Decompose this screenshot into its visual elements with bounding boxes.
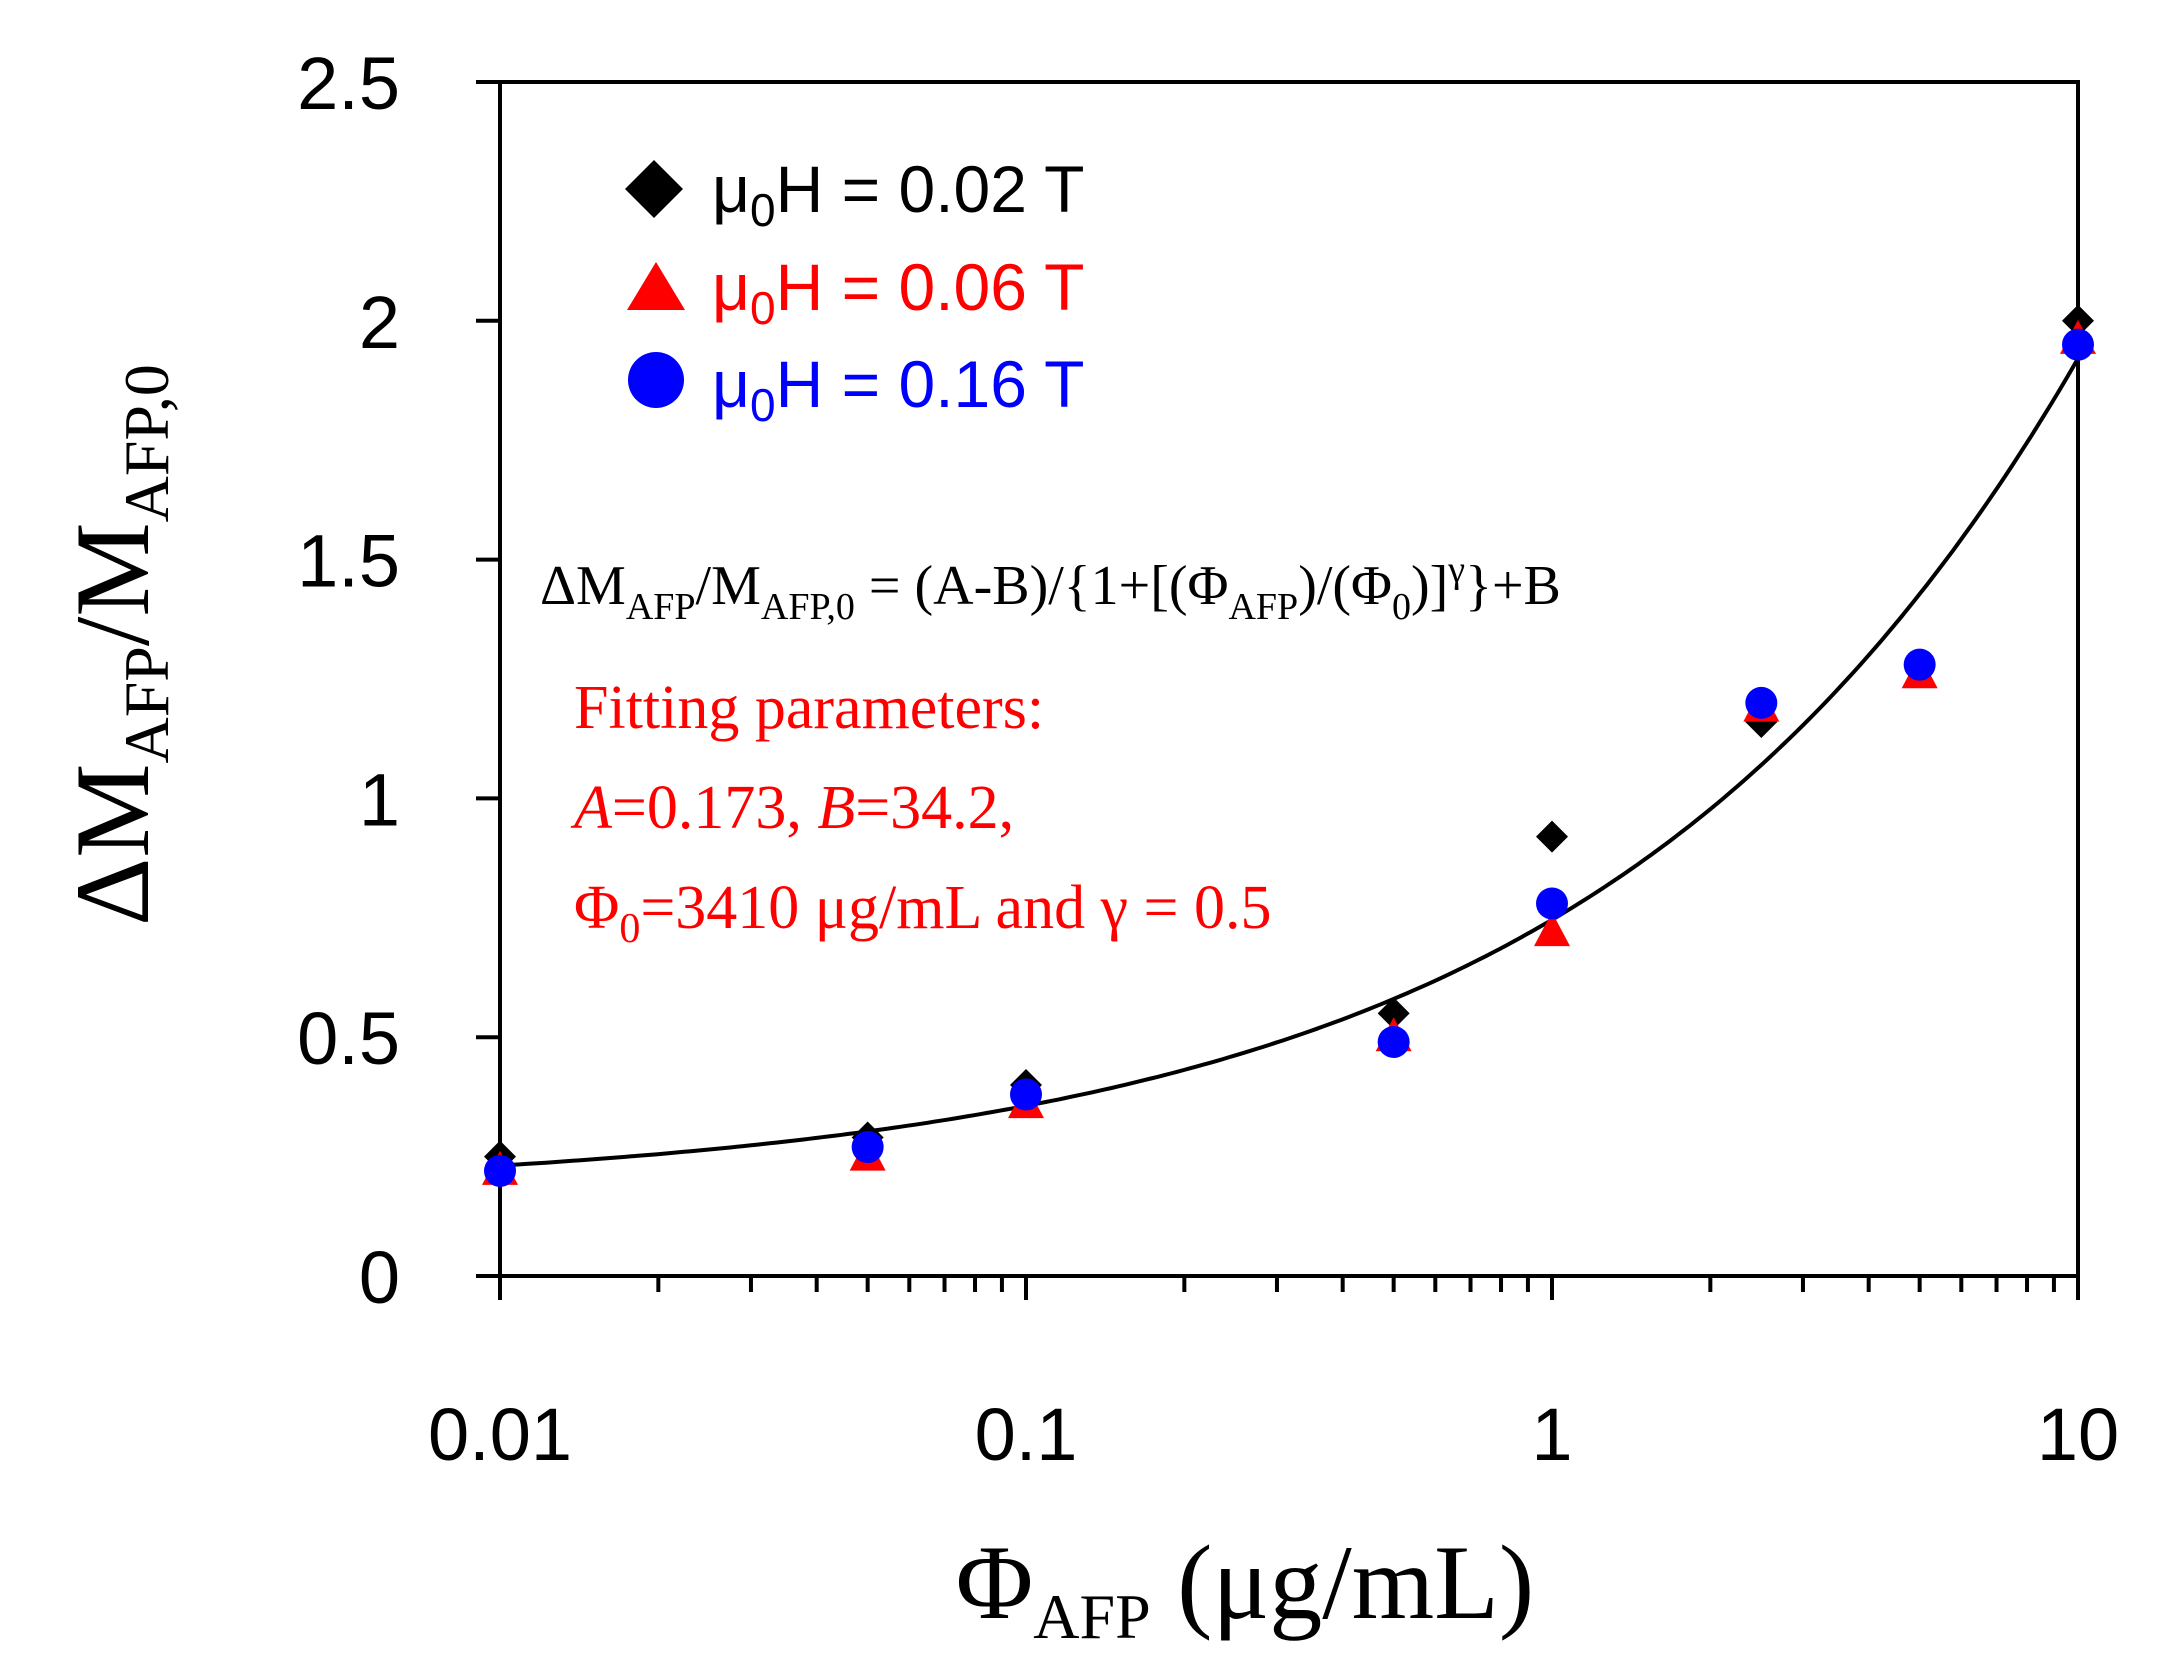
legend-marker-circle <box>628 352 684 408</box>
legend-marker-diamond <box>625 160 683 218</box>
plot-area <box>498 80 2080 1278</box>
x-tick-label: 0.1 <box>975 1393 1078 1476</box>
fit-params-ab: A=0.173, B=34.2, <box>570 774 1014 842</box>
legend: μ0H = 0.02 T μ0H = 0.06 T μ0H = 0.16 T <box>625 152 1084 431</box>
y-axis-title: ΔMAFP/MAFP,0 <box>54 364 182 926</box>
y-tick-label: 1.5 <box>297 520 400 603</box>
fit-curve <box>499 357 2080 1168</box>
legend-label-002: μ0H = 0.02 T <box>712 152 1084 236</box>
point-016T <box>1745 686 1778 719</box>
legend-label-016: μ0H = 0.16 T <box>712 347 1084 431</box>
fit-heading: Fitting parameters: <box>574 674 1044 742</box>
point-002T <box>1377 997 1410 1030</box>
axis-ticks <box>476 80 2080 1300</box>
point-016T <box>1010 1078 1042 1111</box>
y-tick-label: 1 <box>359 758 400 841</box>
point-016T <box>1536 887 1568 920</box>
data-points <box>482 304 2096 1187</box>
point-016T <box>1903 648 1936 681</box>
y-tick-label: 0.5 <box>297 997 400 1080</box>
x-axis-title: ΦAFP (μg/mL) <box>956 1524 1534 1652</box>
x-tick-label: 0.01 <box>428 1393 572 1476</box>
x-tick-label: 10 <box>2037 1393 2119 1476</box>
y-tick-label: 2.5 <box>297 42 400 125</box>
point-016T <box>2062 328 2094 361</box>
fit-formula: ΔMAFP/MAFP,0 = (A-B)/{1+[(ΦAFP)/(Φ0)]γ}+… <box>540 549 1561 628</box>
y-tick-label: 2 <box>359 281 400 364</box>
x-tick-labels: 0.01 0.1 1 10 <box>428 1393 2119 1476</box>
y-tick-label: 0 <box>359 1236 400 1319</box>
legend-marker-triangle <box>627 262 685 310</box>
fit-params-phi: Φ0=3410 μg/mL and γ = 0.5 <box>574 874 1271 952</box>
x-tick-label: 1 <box>1531 1393 1572 1476</box>
y-tick-labels: 0 0.5 1 1.5 2 2.5 <box>297 42 400 1319</box>
point-016T <box>1377 1025 1410 1058</box>
point-002T <box>1536 820 1568 853</box>
point-016T <box>851 1131 884 1164</box>
legend-label-006: μ0H = 0.06 T <box>712 250 1084 334</box>
point-006T <box>1534 912 1570 947</box>
point-016T <box>484 1154 516 1187</box>
